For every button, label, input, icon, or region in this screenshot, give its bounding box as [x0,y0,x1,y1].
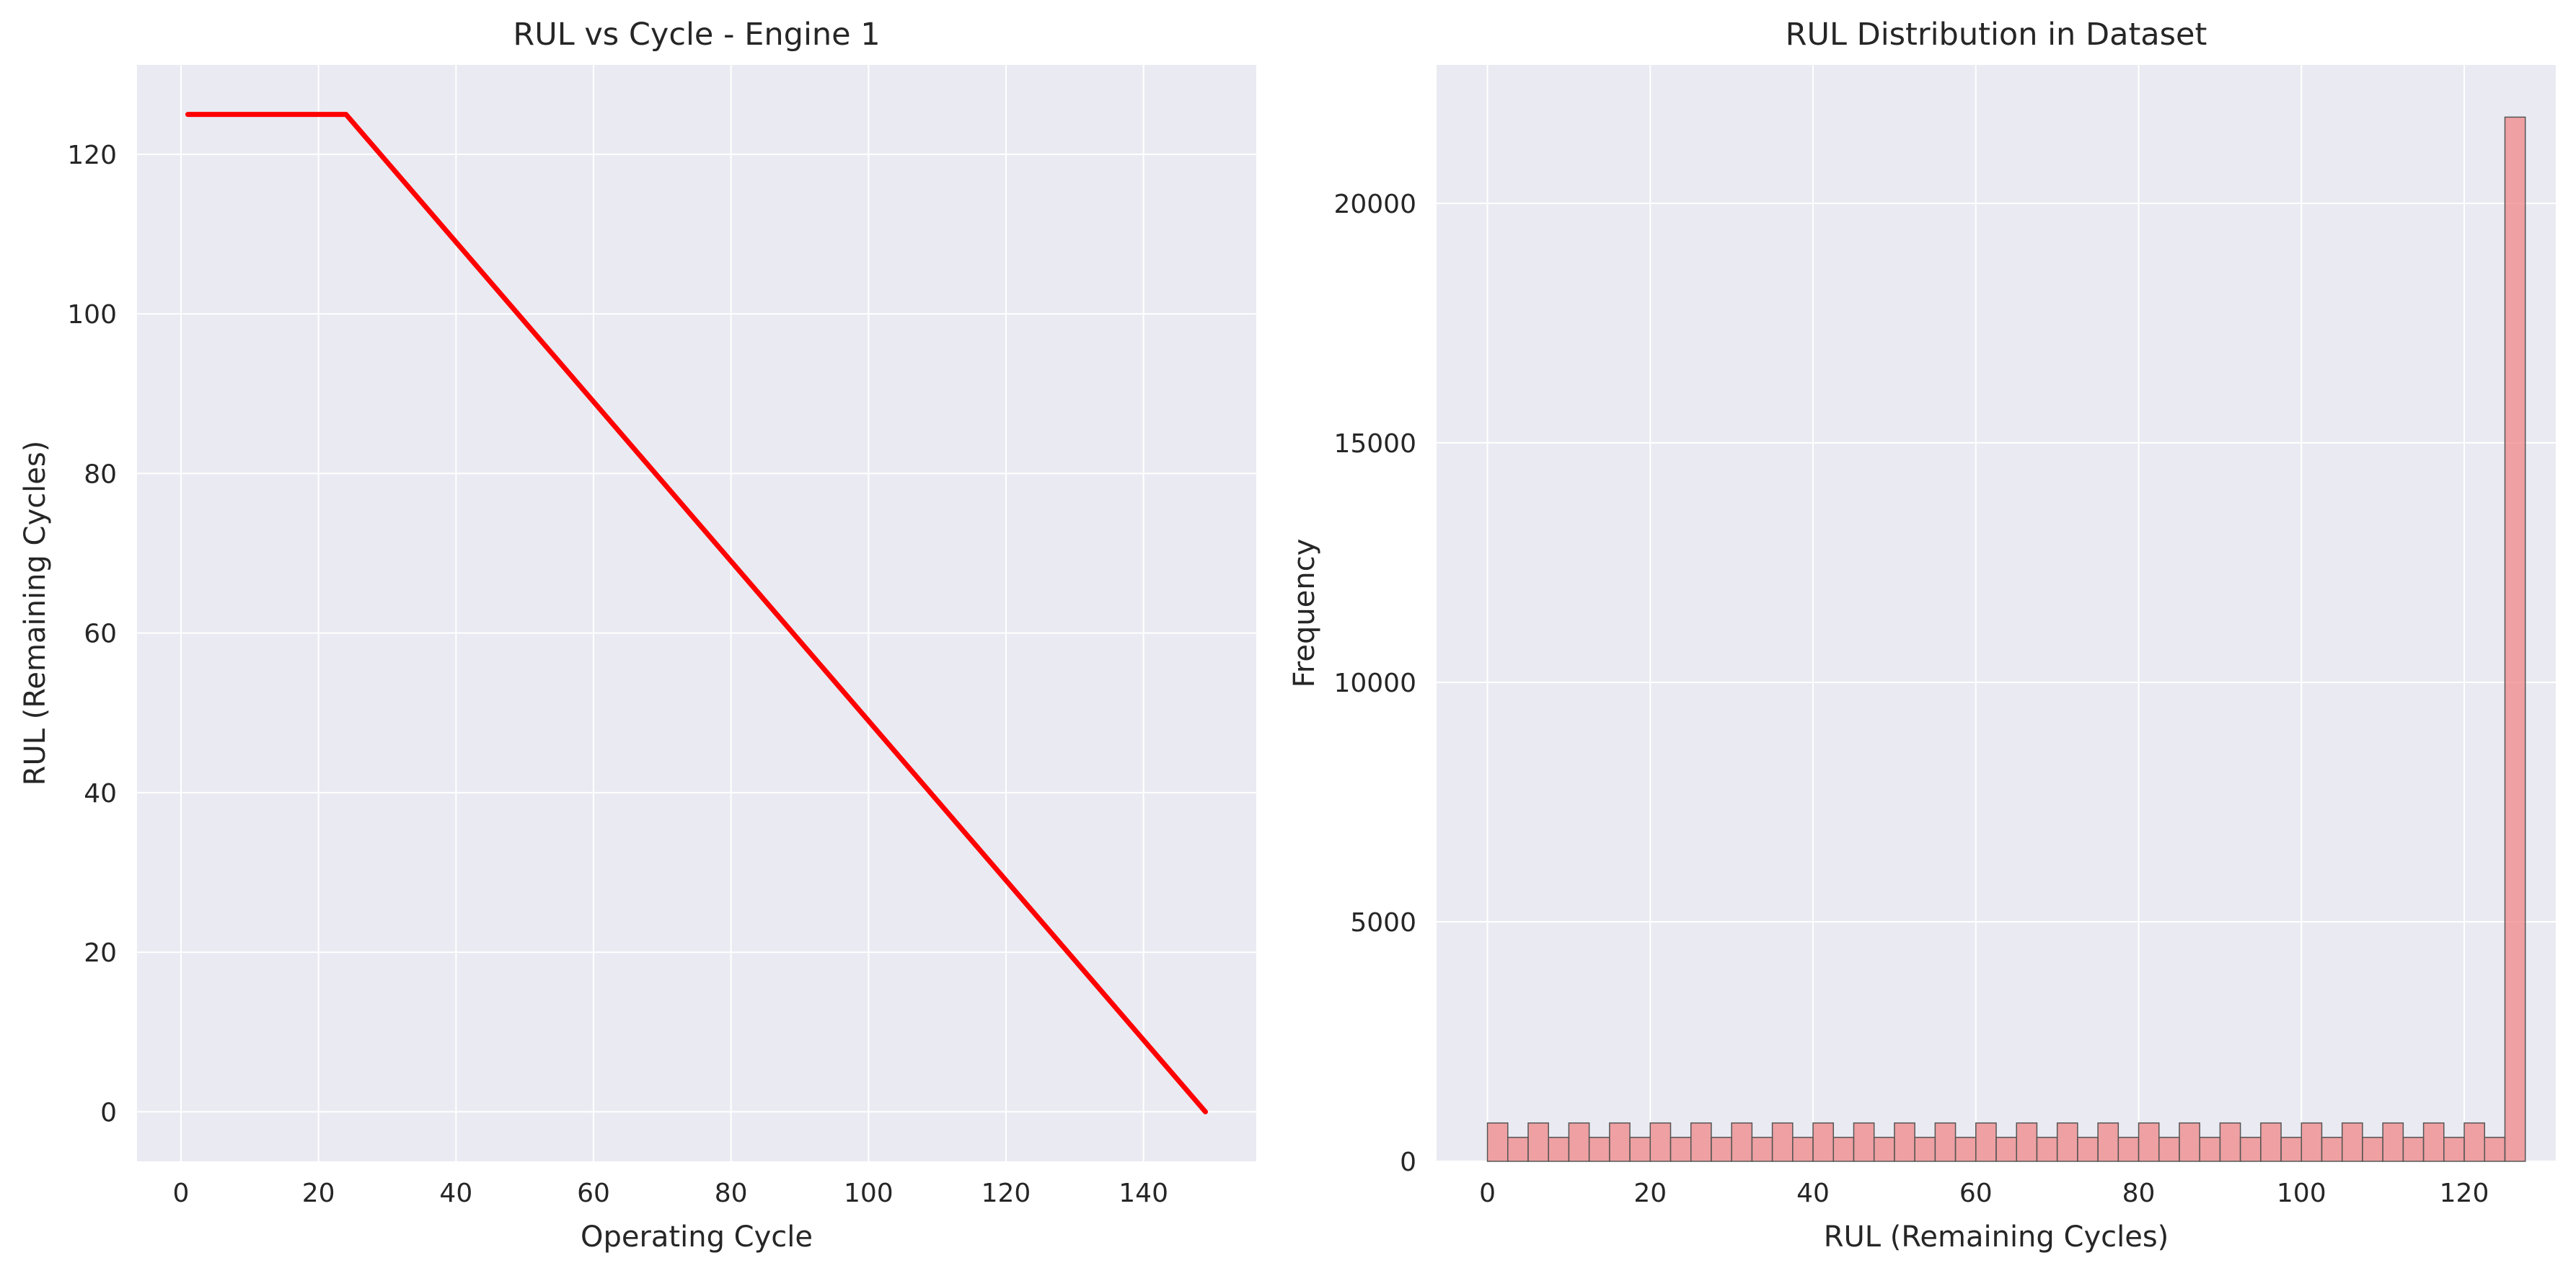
x-tick-label: 0 [1479,1179,1496,1208]
y-tick-labels-right: 0 5000 10000 15000 20000 [1333,190,1416,1177]
x-tick-label: 120 [982,1179,1031,1208]
histogram-bar [1832,1137,1855,1162]
histogram-bar [1731,1122,1753,1162]
histogram-bar [1609,1122,1631,1162]
series-line [185,112,1208,1114]
y-tick-label: 40 [84,779,117,809]
histogram-bar [2158,1137,2180,1162]
histogram-bar [2341,1122,2363,1162]
histogram-bar [1486,1122,1509,1162]
y-tick-label: 0 [100,1098,117,1127]
histogram-bar [1995,1137,2017,1162]
x-tick-label: 60 [1959,1179,1993,1208]
histogram-bar [2260,1122,2282,1162]
x-tick-label: 80 [2122,1179,2156,1208]
histogram-bar [1792,1137,1814,1162]
y-axis-label-right: Frequency [1288,539,1321,688]
histogram-bar [1853,1122,1875,1162]
histogram-bar [2422,1122,2445,1162]
histogram-bar [1751,1137,1773,1162]
histogram-bar [1527,1122,1549,1162]
histogram-bar [2402,1137,2425,1162]
histogram-bar [2077,1137,2099,1162]
x-tick-label: 20 [302,1179,335,1208]
histogram-bar [1507,1137,1529,1162]
histogram-bar [2016,1122,2038,1162]
chart-rul-vs-cycle: 0 20 40 60 80 100 120 140 0 20 40 60 80 100 120 RUL v… [19,17,1256,1254]
chart-title-right: RUL Distribution in Dataset [1786,17,2207,53]
histogram-bar [2321,1137,2343,1162]
y-tick-label: 80 [84,459,117,489]
histogram-bar [1812,1122,1835,1162]
y-tick-label: 0 [1400,1148,1416,1177]
histogram-bar [1914,1137,1936,1162]
x-axis-label-right: RUL (Remaining Cycles) [1824,1220,2169,1254]
x-tick-label: 20 [1633,1179,1667,1208]
y-axis-label-left: RUL (Remaining Cycles) [19,441,52,786]
histogram-bar [2036,1137,2058,1162]
series-left [185,112,1208,1114]
chart-rul-distribution: 0 20 40 60 80 100 120 0 5000 10000 15000 20000 RUL… [1288,17,2556,1254]
histogram-bar [1629,1137,1651,1162]
x-tick-label: 100 [844,1179,894,1208]
plot-area-right [1437,65,2556,1161]
y-tick-label: 20000 [1333,190,1416,219]
y-tick-label: 15000 [1333,429,1416,459]
x-tick-label: 40 [439,1179,472,1208]
histogram-bar [2463,1122,2485,1162]
histogram-bar [1771,1122,1794,1162]
histogram-bar [1894,1122,1915,1162]
histogram-bar [2056,1122,2078,1162]
chart-title-left: RUL vs Cycle - Engine 1 [513,17,880,53]
histogram-bar [2504,116,2526,1162]
histogram-bar [2362,1137,2383,1162]
histogram-bar [2443,1137,2465,1162]
histogram-bar [1690,1122,1712,1162]
x-tick-label: 140 [1119,1179,1168,1208]
histogram-bar [1548,1137,1570,1162]
histogram-bar [2117,1137,2140,1162]
x-tick-label: 100 [2277,1179,2326,1208]
histogram-bar [2097,1122,2120,1162]
histogram-bar [1568,1122,1590,1162]
histogram-bar [2382,1122,2404,1162]
grid-left [137,65,1256,1161]
y-tick-label: 20 [84,938,117,968]
y-tick-label: 5000 [1350,908,1416,938]
histogram-bar [2239,1137,2262,1162]
histogram-bar [1649,1122,1672,1162]
x-tick-label: 0 [173,1179,190,1208]
x-tick-label: 40 [1796,1179,1830,1208]
x-tick-label: 60 [577,1179,610,1208]
y-tick-label: 120 [67,141,117,170]
histogram-bar [2219,1122,2241,1162]
plot-area-left [137,65,1256,1161]
y-tick-label: 60 [84,620,117,649]
x-tick-label: 120 [2440,1179,2489,1208]
histogram-bar [1588,1137,1610,1162]
histogram-bar [2280,1137,2303,1162]
histogram-bar [1873,1137,1895,1162]
histogram-bar [1954,1137,1977,1162]
y-tick-labels-left: 0 20 40 60 80 100 120 [67,141,117,1128]
histogram-bars [1486,116,2526,1162]
histogram-bar [1711,1137,1732,1162]
x-axis-label-left: Operating Cycle [581,1220,813,1254]
x-tick-labels-right: 0 20 40 60 80 100 120 [1479,1179,2489,1208]
histogram-bar [2179,1122,2200,1162]
y-tick-label: 100 [67,300,117,330]
histogram-bar [2484,1137,2506,1162]
x-tick-label: 80 [715,1179,748,1208]
histogram-bar [2301,1122,2323,1162]
x-tick-labels-left: 0 20 40 60 80 100 120 140 [173,1179,1168,1208]
histogram-bar [2138,1122,2160,1162]
histogram-bar [2199,1137,2221,1162]
histogram-bar [1934,1122,1957,1162]
y-tick-label: 10000 [1333,669,1416,698]
histogram-bar [1975,1122,1997,1162]
histogram-bar [1669,1137,1692,1162]
